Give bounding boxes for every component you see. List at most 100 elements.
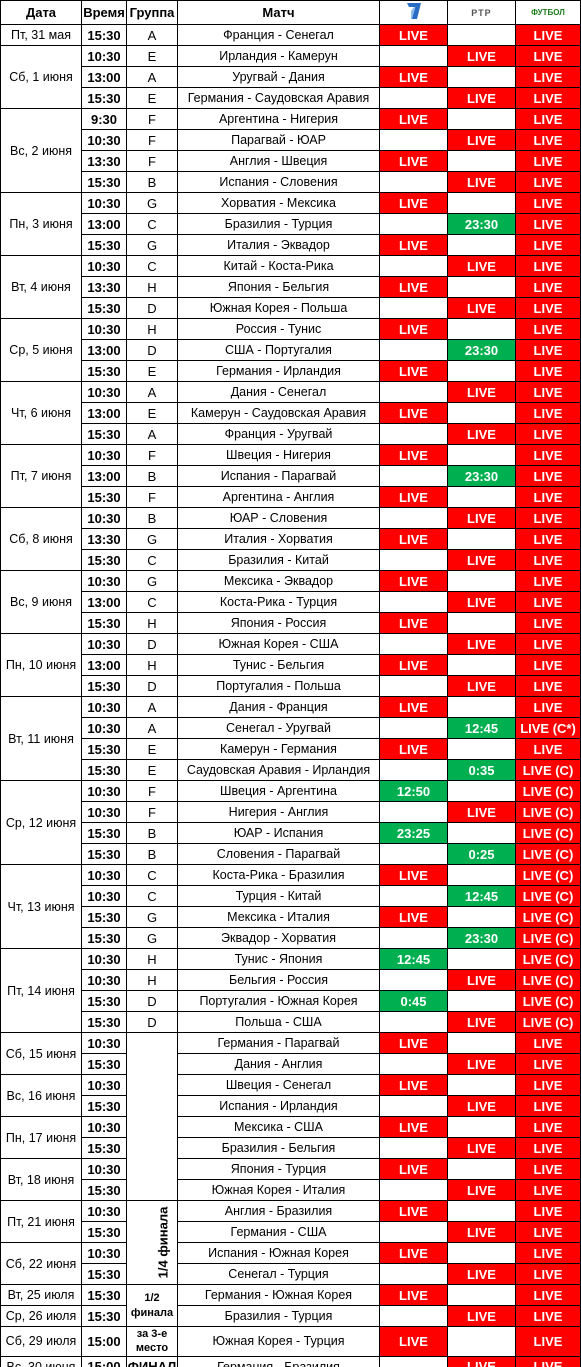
header-channel-rtr: РТР bbox=[447, 0, 516, 25]
rtr-logo-icon: РТР bbox=[471, 7, 492, 18]
channel-cell-1 bbox=[379, 1305, 448, 1327]
match-cell: Германия - Южная Корея bbox=[177, 1284, 380, 1306]
channel-cell-1 bbox=[379, 549, 448, 571]
time-cell: 10:30 bbox=[81, 570, 127, 592]
group-cell: E bbox=[126, 759, 178, 781]
group-cell: D bbox=[126, 297, 178, 319]
table-row: 15:30 D Южная Корея - Польша LIVE LIVE bbox=[1, 297, 581, 319]
time-cell: 10:30 bbox=[81, 192, 127, 214]
table-row: 15:30 D Польша - США LIVE LIVE (C) bbox=[1, 1011, 581, 1033]
channel-cell-1 bbox=[379, 507, 448, 529]
date-cell: Сб, 22 июня bbox=[0, 1242, 82, 1285]
group-cell: C bbox=[126, 885, 178, 907]
channel-cell-2: LIVE bbox=[447, 1305, 516, 1327]
channel-cell-1 bbox=[379, 801, 448, 823]
channel-cell-3: LIVE bbox=[515, 1074, 581, 1096]
table-row: 10:30 A Сенегал - Уругвай 12:45 LIVE (C*) bbox=[1, 717, 581, 739]
channel-cell-3: LIVE bbox=[515, 150, 581, 172]
channel-cell-3: LIVE (C) bbox=[515, 906, 581, 928]
channel-cell-2: LIVE bbox=[447, 507, 516, 529]
table-row: Сб, 22 июня 10:30 Испания - Южная Корея LIV… bbox=[0, 1242, 581, 1285]
channel-cell-3: LIVE bbox=[515, 1263, 581, 1285]
channel-cell-2 bbox=[447, 528, 516, 550]
time-cell: 15:30 bbox=[81, 1284, 127, 1306]
date-cell: Вс, 30 июня bbox=[0, 1355, 82, 1367]
channel-cell-2: LIVE bbox=[447, 549, 516, 571]
time-cell: 15:00 bbox=[81, 1355, 127, 1367]
group-cell: D bbox=[126, 1011, 178, 1033]
date-cell: Сб, 15 июня bbox=[0, 1032, 82, 1075]
header-row: Дата Время Группа Матч РТР ФУТБОЛ bbox=[0, 0, 581, 25]
channel-cell-3: LIVE (C) bbox=[515, 780, 581, 802]
date-cell: Пн, 17 июня bbox=[0, 1116, 82, 1159]
date-cell: Чт, 13 июня bbox=[0, 864, 82, 949]
time-cell: 10:30 bbox=[81, 1200, 127, 1222]
channel-cell-3: LIVE bbox=[515, 423, 581, 445]
match-cell: Аргентина - Англия bbox=[177, 486, 380, 508]
time-cell: 10:30 bbox=[81, 1116, 127, 1138]
channel-cell-1: LIVE bbox=[379, 738, 448, 760]
channel-cell-1: 12:50 bbox=[379, 780, 448, 802]
channel-cell-1: 23:25 bbox=[379, 822, 448, 844]
group-cell: G bbox=[126, 192, 178, 214]
channel-cell-2 bbox=[447, 612, 516, 634]
group-cell: ФИНАЛ bbox=[126, 1355, 178, 1367]
table-row: 15:30 E Камерун - Германия LIVE LIVE bbox=[1, 738, 581, 760]
channel-cell-3: LIVE (C) bbox=[515, 864, 581, 886]
channel-cell-1: LIVE bbox=[379, 1074, 448, 1096]
table-row: 13:30 G Италия - Хорватия LIVE LIVE bbox=[1, 528, 581, 550]
channel-cell-1 bbox=[379, 1011, 448, 1033]
channel-cell-3: LIVE bbox=[515, 696, 581, 718]
group-cell: C bbox=[126, 549, 178, 571]
time-cell: 10:30 bbox=[81, 1032, 127, 1054]
table-row: Вс, 9 июня 10:30 G Мексика - Эквадор LIVE LIV… bbox=[0, 570, 581, 634]
time-cell: 15:30 bbox=[81, 1011, 127, 1033]
group-cell: H bbox=[126, 318, 178, 340]
time-cell: 15:30 bbox=[81, 549, 127, 571]
channel-cell-1: LIVE bbox=[379, 1158, 448, 1180]
table-row: 13:00 A Уругвай - Дания LIVE LIVE bbox=[1, 66, 581, 88]
time-cell: 13:30 bbox=[81, 528, 127, 550]
channel-cell-3: LIVE bbox=[515, 612, 581, 634]
channel-cell-2: 0:35 bbox=[447, 759, 516, 781]
match-cell: Камерун - Саудовская Аравия bbox=[177, 402, 380, 424]
match-cell: Дания - Англия bbox=[177, 1053, 380, 1075]
stage-cell: 1/8 финала bbox=[126, 1032, 178, 1201]
group-cell: A bbox=[126, 423, 178, 445]
channel-cell-2 bbox=[447, 654, 516, 676]
channel-cell-3: LIVE bbox=[515, 276, 581, 298]
stage-label: 1/2 финала bbox=[130, 1292, 174, 1319]
table-row: 10:30 F Нигерия - Англия LIVE LIVE (C) bbox=[1, 801, 581, 823]
channel-cell-2: LIVE bbox=[447, 1221, 516, 1243]
table-row: 15:30 H Япония - Россия LIVE LIVE bbox=[1, 612, 581, 634]
channel-cell-2: LIVE bbox=[447, 297, 516, 319]
channel-cell-1 bbox=[379, 927, 448, 949]
channel-cell-3: LIVE bbox=[515, 675, 581, 697]
channel-cell-1: LIVE bbox=[379, 318, 448, 340]
table-row: 15:30 G Италия - Эквадор LIVE LIVE bbox=[1, 234, 581, 256]
channel-cell-1: LIVE bbox=[379, 864, 448, 886]
channel-cell-3: LIVE (C) bbox=[515, 759, 581, 781]
channel-cell-3: LIVE bbox=[515, 1179, 581, 1201]
channel-cell-1: LIVE bbox=[379, 402, 448, 424]
table-row: 13:00 C Бразилия - Турция 23:30 LIVE bbox=[1, 213, 581, 235]
date-cell: Ср, 12 июня bbox=[0, 780, 82, 865]
channel-cell-1: LIVE bbox=[379, 696, 448, 718]
channel-cell-1 bbox=[379, 759, 448, 781]
channel-cell-1 bbox=[379, 717, 448, 739]
table-row: 13:00 C Коста-Рика - Турция LIVE LIVE bbox=[1, 591, 581, 613]
channel-cell-3: LIVE (C) bbox=[515, 885, 581, 907]
match-cell: Дания - Сенегал bbox=[177, 381, 380, 403]
time-cell: 10:30 bbox=[81, 45, 127, 67]
match-cell: Коста-Рика - Турция bbox=[177, 591, 380, 613]
channel-cell-3: LIVE (C*) bbox=[515, 717, 581, 739]
time-cell: 15:30 bbox=[81, 1179, 127, 1201]
group-cell: B bbox=[126, 465, 178, 487]
time-cell: 15:30 bbox=[81, 822, 127, 844]
time-cell: 15:30 bbox=[81, 1305, 127, 1327]
header-channel-football: ФУТБОЛ bbox=[515, 0, 581, 25]
channel-cell-3: LIVE bbox=[515, 234, 581, 256]
time-cell: 10:30 bbox=[81, 780, 127, 802]
group-cell: H bbox=[126, 969, 178, 991]
group-cell: F bbox=[126, 780, 178, 802]
